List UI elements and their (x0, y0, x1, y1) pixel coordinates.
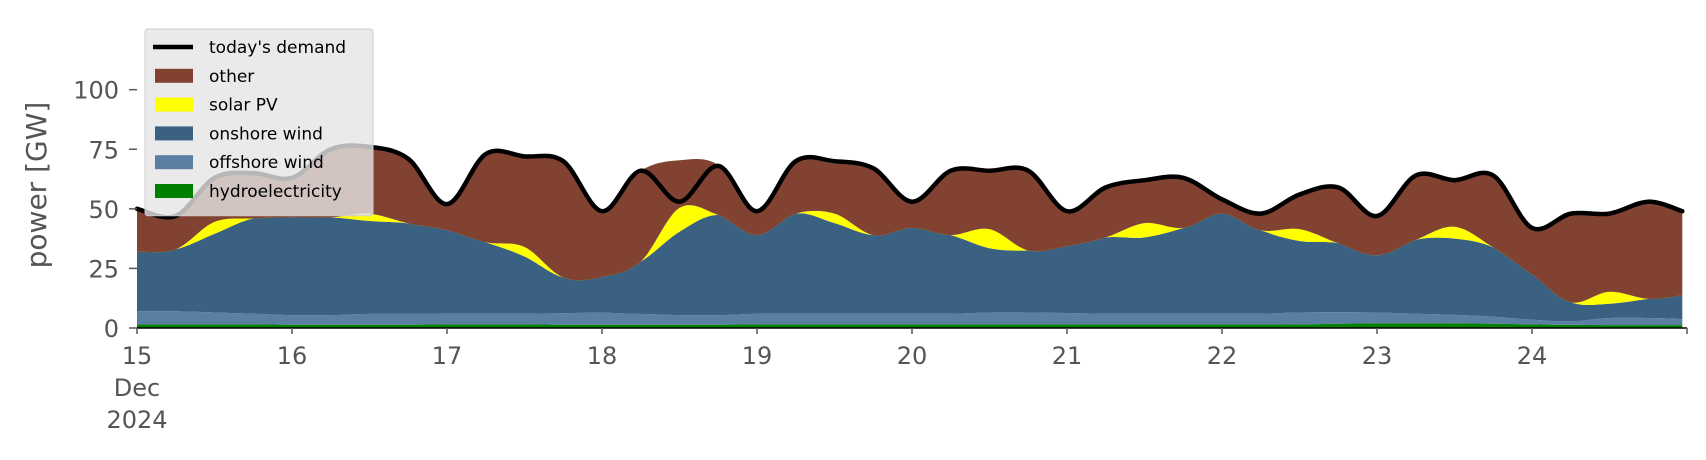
area-onshore-wind (137, 213, 1683, 322)
y-ticks: 0 25 50 75 100 (73, 77, 137, 343)
legend-swatch-other (155, 68, 193, 83)
area-hydroelectricity (137, 323, 1683, 328)
area-solar-pv (137, 205, 1683, 306)
y-tick-label-25: 25 (88, 255, 119, 283)
legend-swatch-hydroelectricity (155, 184, 193, 198)
x-tick-label-22: 22 (1207, 342, 1238, 370)
legend-label-hydroelectricity: hydroelectricity (209, 182, 342, 202)
x-tick-label-24: 24 (1517, 342, 1548, 370)
y-tick-label-0: 0 (104, 315, 119, 343)
legend-label-onshore-wind: onshore wind (209, 124, 323, 144)
x-tick-label-16: 16 (277, 342, 308, 370)
y-tick-label-75: 75 (88, 136, 119, 164)
x-tick-label-17: 17 (432, 342, 463, 370)
x-tick-label-21: 21 (1052, 342, 1083, 370)
stacked-areas (137, 145, 1683, 328)
legend-items: today's demand other solar PV onshore wind o… (153, 38, 346, 202)
area-other (137, 145, 1683, 303)
legend-swatch-onshore-wind (155, 126, 193, 141)
x-tick-label-18: 18 (587, 342, 618, 370)
x-tick-label-15-1: Dec (114, 374, 160, 402)
x-tick-label-19: 19 (742, 342, 773, 370)
legend-label-offshore-wind: offshore wind (209, 153, 324, 173)
y-tick-label-100: 100 (73, 77, 119, 105)
axes: 0 25 50 75 100 15 Dec 2024 16 17 18 19 20 21 22 23 24 p… (20, 77, 1688, 434)
line-today-s-demand (134, 143, 1685, 232)
legend: today's demand other solar PV onshore wind o… (144, 28, 374, 217)
x-tick-label-15-2: 2024 (106, 406, 167, 434)
legend-label-other: other (209, 67, 254, 87)
x-tick-label-15: 15 (122, 342, 153, 370)
legend-label-solar-pv: solar PV (209, 96, 278, 116)
legend-swatch-offshore-wind (155, 155, 193, 170)
x-tick-label-20: 20 (897, 342, 928, 370)
area-offshore-wind (137, 311, 1683, 326)
x-ticks: 15 Dec 2024 16 17 18 19 20 21 22 23 24 (106, 328, 1688, 434)
y-tick-label-50: 50 (88, 196, 119, 224)
legend-label-today-s-demand: today's demand (209, 38, 346, 58)
legend-background (144, 28, 374, 217)
legend-swatch-solar-pv (155, 97, 193, 112)
x-tick-label-23: 23 (1362, 342, 1393, 370)
y-axis-label: power [GW] (20, 102, 53, 269)
